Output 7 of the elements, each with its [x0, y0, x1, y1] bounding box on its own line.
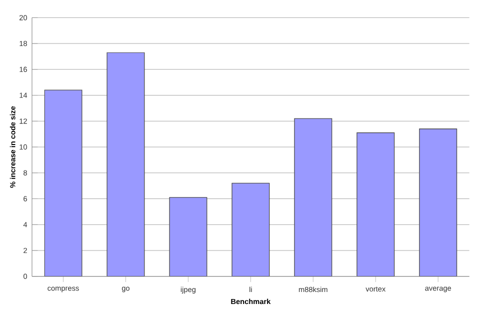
- bar: [356, 132, 395, 277]
- bar: [169, 197, 208, 277]
- bar: [44, 90, 82, 277]
- bar: [294, 118, 332, 277]
- bar: [106, 52, 145, 277]
- bar: [419, 128, 458, 277]
- bar: [232, 183, 270, 277]
